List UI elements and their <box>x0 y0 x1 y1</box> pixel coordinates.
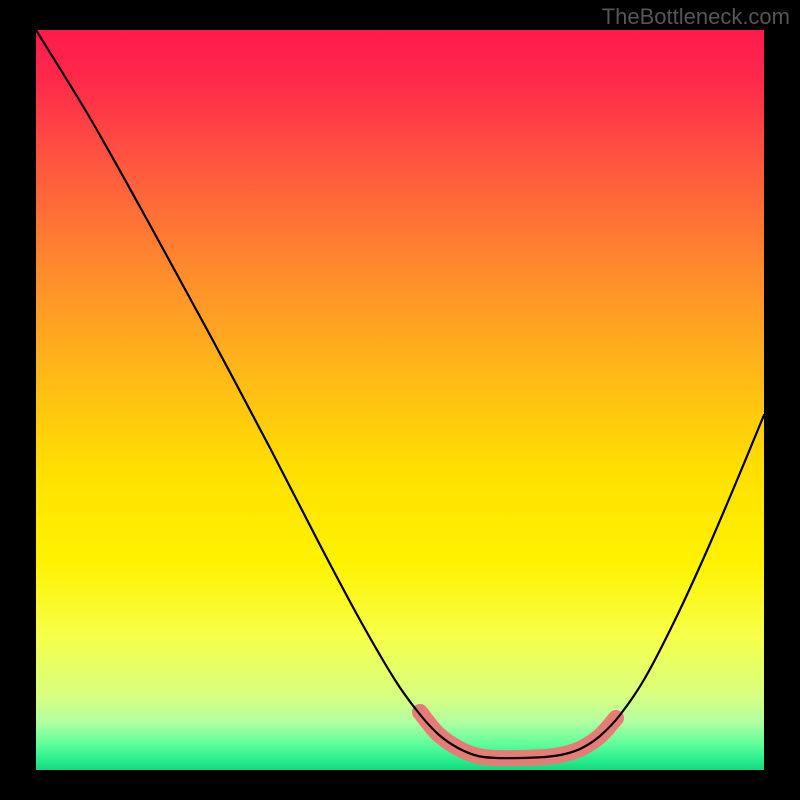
watermark-text: TheBottleneck.com <box>602 4 790 30</box>
chart-stage: TheBottleneck.com <box>0 0 800 800</box>
bottleneck-chart <box>0 0 800 800</box>
